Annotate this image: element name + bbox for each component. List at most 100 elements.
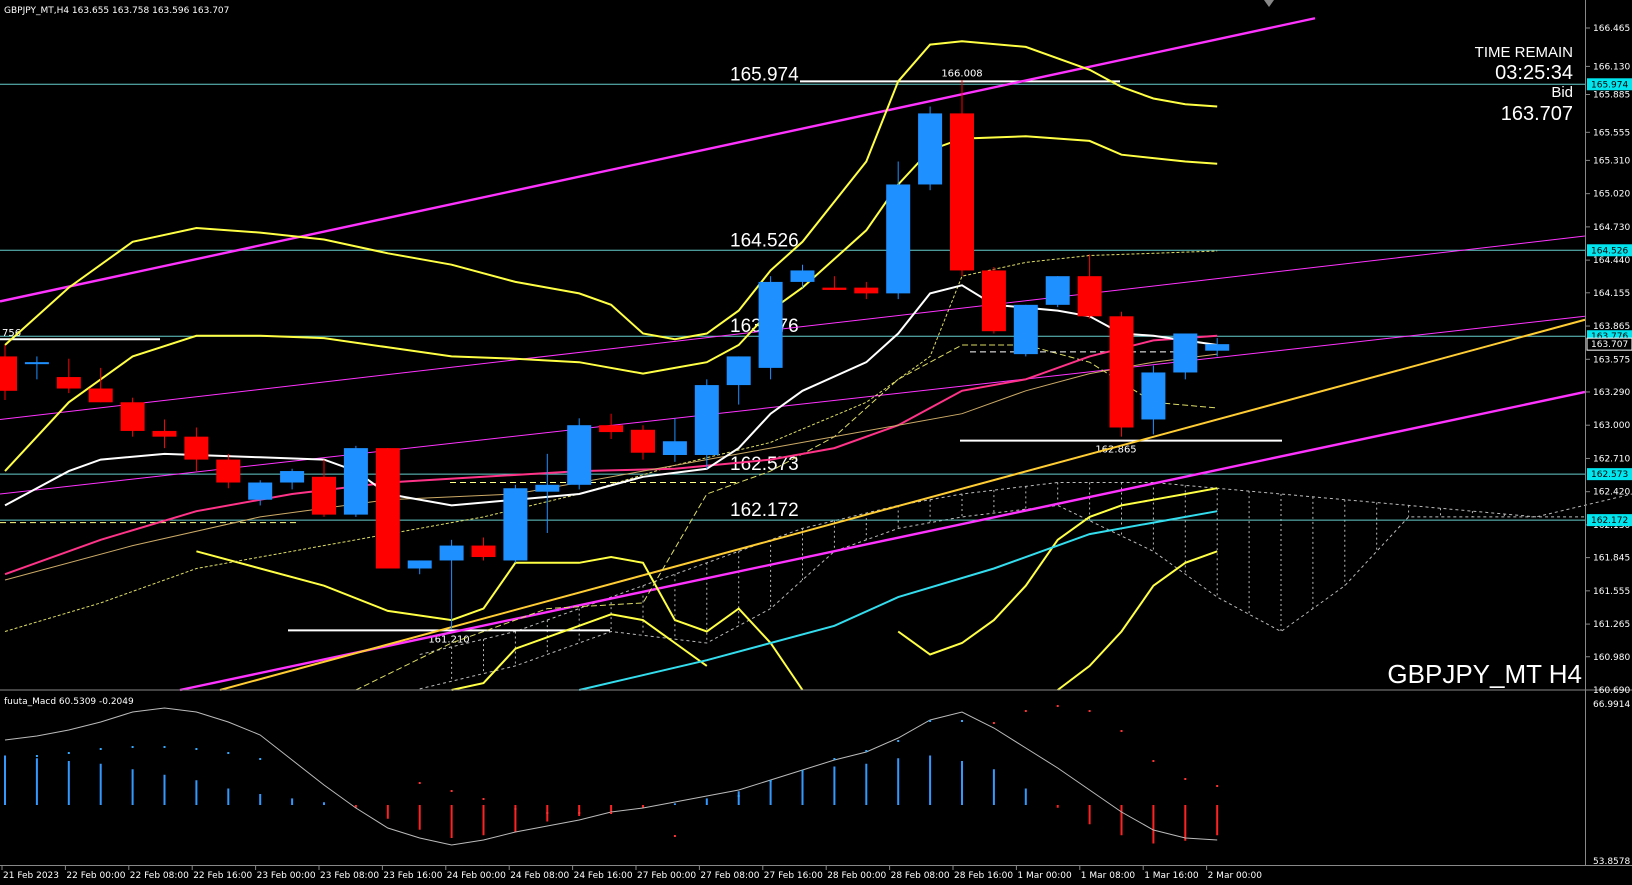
ma-cyan — [578, 510, 1218, 691]
price-tick-label: 161.555 — [1593, 587, 1630, 597]
time-tick-label: 24 Feb 00:00 — [447, 871, 506, 881]
candle-body — [981, 270, 1006, 332]
price-tick-label: 165.310 — [1593, 156, 1630, 166]
envelope-upper — [4, 250, 1218, 632]
macd-dot — [131, 746, 134, 748]
macd-dot — [1056, 705, 1059, 707]
macd-dot — [578, 812, 581, 814]
bollinger-lower — [451, 613, 708, 691]
time-tick-label: 27 Feb 08:00 — [700, 871, 759, 881]
price-axis[interactable]: 166.465 166.130 165.885 165.555 165.310 165.0… — [1585, 24, 1632, 867]
candle-body — [567, 425, 592, 485]
extreme-label: 166.008 — [941, 68, 982, 79]
bollinger-upper — [4, 40, 1218, 346]
time-tick-label: 27 Feb 00:00 — [637, 871, 696, 881]
macd-dot — [227, 752, 230, 754]
macd-dot — [35, 755, 38, 757]
candle-body — [24, 362, 49, 365]
macd-dot — [673, 835, 676, 837]
price-tick-label: 163.575 — [1593, 355, 1630, 365]
channel-mid-line — [0, 315, 1586, 495]
macd-dot — [737, 795, 740, 797]
candle-body — [280, 471, 305, 483]
candle-body — [1077, 276, 1102, 317]
macd-dot — [163, 746, 166, 748]
time-tick-label: 24 Feb 16:00 — [574, 871, 633, 881]
price-tick-label: 160.690 — [1593, 686, 1630, 696]
price-tick-label: 163.290 — [1593, 388, 1630, 398]
time-tick-label: 27 Feb 16:00 — [764, 871, 823, 881]
price-tick-label: 162.710 — [1593, 454, 1630, 464]
time-tick-label: 24 Feb 08:00 — [510, 871, 569, 881]
macd-dot — [418, 782, 421, 784]
time-tick-label: 22 Feb 00:00 — [66, 871, 125, 881]
time-axis[interactable]: 21 Feb 2023 22 Feb 00:00 22 Feb 08:00 22 Fe… — [1, 865, 1262, 881]
macd-dot — [1120, 730, 1123, 732]
macd-dot — [769, 780, 772, 782]
macd-dot — [99, 748, 102, 750]
price-tag-label: 163.776 — [1591, 332, 1628, 342]
candle-body — [216, 459, 241, 483]
price-tick-label: 160.980 — [1593, 653, 1630, 663]
macd-dot — [833, 758, 836, 760]
candle-body — [599, 425, 624, 433]
candle-body — [375, 448, 400, 569]
time-tick-label: 28 Feb 08:00 — [891, 871, 950, 881]
level-label: 162.172 — [730, 500, 799, 521]
price-tick-label: 161.845 — [1593, 554, 1630, 564]
price-tick-label: 163.000 — [1593, 421, 1630, 431]
price-tick-label: 164.730 — [1593, 223, 1630, 233]
macd-tick-label: 66.9914 — [1593, 700, 1630, 710]
macd-dot — [67, 752, 70, 754]
candle-body — [184, 436, 209, 460]
bid-label: Bid — [1551, 84, 1573, 101]
bollinger-mid — [4, 135, 1218, 472]
candle-body — [312, 476, 336, 515]
time-tick-label: 23 Feb 16:00 — [383, 871, 442, 881]
scroll-marker-icon[interactable] — [1264, 0, 1274, 7]
macd-dot — [1216, 785, 1219, 787]
time-tick-label: 1 Mar 00:00 — [1017, 871, 1072, 881]
time-tick-label: 22 Feb 16:00 — [193, 871, 252, 881]
candle-body — [1045, 276, 1070, 305]
macd-dot — [1088, 710, 1091, 712]
price-tick-label: 161.265 — [1593, 620, 1630, 630]
candle-body — [88, 388, 113, 403]
time-tick-label: 23 Feb 00:00 — [257, 871, 316, 881]
price-tick-label: 164.155 — [1593, 289, 1630, 299]
macd-plot — [4, 705, 1219, 846]
price-tag — [1587, 78, 1632, 91]
trend-line — [219, 318, 1586, 691]
candle-body — [662, 441, 687, 456]
macd-dot — [546, 812, 549, 814]
candle-body — [1013, 304, 1038, 355]
candle-body — [471, 545, 496, 558]
macd-dot — [992, 722, 995, 724]
macd-dot — [801, 770, 804, 772]
candle-body — [56, 377, 81, 389]
macd-dot — [514, 808, 517, 810]
candle-body — [407, 560, 432, 569]
candle-body — [790, 270, 815, 282]
price-tick-label: 166.130 — [1593, 62, 1630, 72]
price-tag-label: 162.573 — [1591, 470, 1628, 480]
price-plot: 165.974 164.526 163.776 162.573 162.172 166.0… — [0, 17, 1632, 692]
bid-value: 163.707 — [1501, 103, 1573, 125]
macd-dot — [450, 790, 453, 792]
candle-body — [918, 113, 943, 185]
left-edge-label: 756 — [2, 328, 21, 339]
macd-title: fuuta_Macd 60.5309 -0.2049 — [4, 697, 134, 707]
time-tick-label: 1 Mar 16:00 — [1144, 871, 1199, 881]
price-tick-label: 165.555 — [1593, 128, 1630, 138]
time-tick-label: 28 Feb 16:00 — [954, 871, 1013, 881]
candle-body — [120, 402, 145, 431]
candle-body — [822, 287, 847, 290]
bollinger-lower — [1057, 550, 1218, 691]
macd-dot — [865, 750, 868, 752]
price-tag-label: 163.707 — [1591, 340, 1628, 350]
time-tick-label: 21 Feb 2023 — [3, 871, 59, 881]
extreme-label: 161.210 — [428, 634, 469, 645]
channel-mid-line — [0, 235, 1586, 420]
price-tag — [1586, 337, 1632, 351]
